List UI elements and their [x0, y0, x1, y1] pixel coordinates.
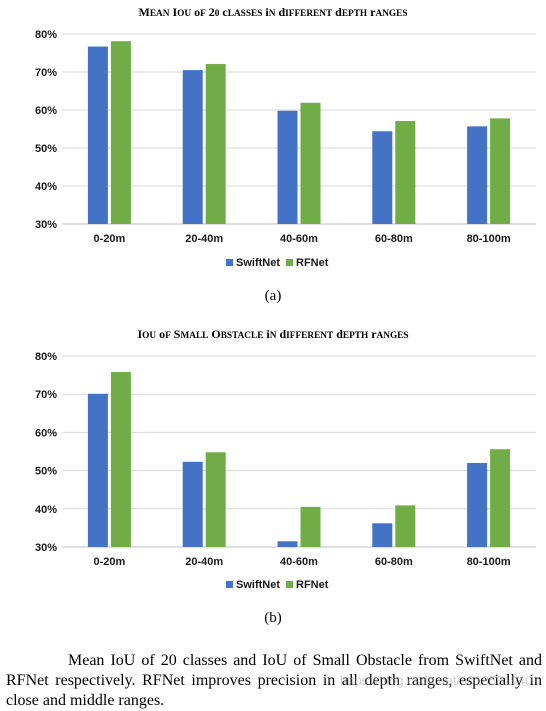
legend-swatch-swiftnet — [226, 259, 233, 266]
y-tick-label: 80% — [35, 351, 57, 363]
bar-rfnet-40-60m — [300, 506, 321, 547]
chart-title: IOU oF SMALL OBSTACLE iN dIFFERENT dEPTH… — [137, 327, 408, 341]
bar-rfnet-40-60m — [300, 102, 321, 224]
bar-swiftnet-40-60m — [277, 541, 298, 547]
title-word-0-rest: OU — [142, 331, 156, 341]
x-tick-label: 80-100m — [467, 233, 511, 245]
bar-swiftnet-60-80m — [372, 131, 393, 224]
x-tick-label: 60-80m — [375, 233, 413, 245]
title-word-4-rest: LASSES — [228, 9, 263, 19]
title-word-7: r — [368, 327, 377, 341]
x-tick-label: 0-20m — [94, 233, 126, 245]
title-word-0: M — [138, 5, 149, 19]
title-word-1: o — [156, 327, 165, 341]
chart-title: MEAN IOU oF 20 cLASSES iN dIFFERENT dEPT… — [138, 5, 407, 19]
y-tick-label: 70% — [35, 389, 57, 401]
title-word-6: d — [333, 327, 343, 341]
bar-rfnet-80-100m — [490, 118, 511, 224]
y-tick-label: 30% — [35, 219, 57, 231]
legend-swatch-swiftnet — [226, 581, 233, 588]
watermark: https://blog.csdn.net/u013531940 — [340, 673, 533, 688]
y-tick-label: 40% — [35, 181, 57, 193]
bar-rfnet-60-80m — [395, 121, 416, 224]
x-tick-label: 20-40m — [185, 556, 223, 568]
title-word-0-rest: EAN — [150, 9, 170, 19]
title-word-3-rest: 0 — [215, 9, 220, 19]
y-tick-label: 70% — [35, 67, 57, 79]
title-word-3-rest: BSTACLE — [221, 331, 264, 341]
legend-label-swiftnet: SwiftNet — [236, 257, 280, 269]
y-tick-label: 80% — [35, 29, 57, 41]
title-word-3: 2 — [206, 5, 215, 19]
title-word-4: i — [263, 327, 270, 341]
title-word-1-rest: OU — [177, 9, 191, 19]
x-tick-label: 60-80m — [375, 556, 413, 568]
title-word-7-rest: ANGES — [377, 331, 409, 341]
bar-rfnet-0-20m — [110, 41, 131, 224]
bar-swiftnet-0-20m — [87, 46, 108, 224]
y-tick-label: 50% — [35, 143, 57, 155]
title-word-1: I — [169, 5, 177, 19]
title-word-8-rest: ANGES — [375, 9, 407, 19]
legend-label-rfnet: RFNet — [296, 579, 329, 591]
bar-rfnet-0-20m — [110, 372, 131, 547]
subfigure-label-a: (a) — [264, 288, 282, 304]
y-tick-label: 50% — [35, 466, 57, 478]
title-word-6-rest: IFFERENT — [285, 9, 333, 19]
title-word-2: S — [171, 327, 181, 341]
x-tick-label: 0-20m — [94, 556, 126, 568]
legend-swatch-rfnet — [286, 259, 293, 266]
title-word-5: i — [262, 5, 269, 19]
title-word-0: I — [137, 327, 142, 341]
y-tick-label: 40% — [35, 504, 57, 516]
title-word-4: c — [219, 5, 228, 19]
legend-label-swiftnet: SwiftNet — [236, 579, 280, 591]
y-tick-label: 60% — [35, 427, 57, 439]
title-word-6-rest: EPTH — [343, 331, 369, 341]
bar-rfnet-20-40m — [205, 64, 226, 225]
x-tick-label: 40-60m — [280, 233, 318, 245]
bar-swiftnet-20-40m — [182, 461, 203, 547]
y-tick-label: 30% — [35, 542, 57, 554]
legend-swatch-rfnet — [286, 581, 293, 588]
x-tick-label: 40-60m — [280, 556, 318, 568]
title-word-4-rest: N — [270, 331, 277, 341]
bar-swiftnet-40-60m — [277, 110, 298, 224]
chart-mean-iou: MEAN IOU oF 20 cLASSES iN dIFFERENT dEPT… — [0, 0, 546, 320]
legend-label-rfnet: RFNet — [296, 257, 329, 269]
x-tick-label: 20-40m — [185, 233, 223, 245]
x-tick-label: 80-100m — [467, 556, 511, 568]
bar-swiftnet-60-80m — [372, 523, 393, 547]
chart-mean-iou-svg: MEAN IOU oF 20 cLASSES iN dIFFERENT dEPT… — [35, 5, 536, 269]
title-word-2-rest: F — [200, 9, 206, 19]
title-word-6: d — [275, 5, 285, 19]
bar-rfnet-60-80m — [395, 505, 416, 547]
figure-caption: Mean IoU of 20 classes and IoU of Small … — [6, 651, 542, 711]
title-word-2: o — [191, 5, 200, 19]
bar-rfnet-80-100m — [490, 449, 511, 547]
bar-swiftnet-0-20m — [87, 393, 108, 547]
bar-swiftnet-80-100m — [467, 126, 488, 224]
title-word-3: O — [208, 327, 220, 341]
title-word-7-rest: EPTH — [342, 9, 368, 19]
bar-swiftnet-80-100m — [467, 462, 488, 547]
chart-small-obstacle-iou: IOU oF SMALL OBSTACLE iN dIFFERENT dEPTH… — [0, 320, 546, 620]
bar-rfnet-20-40m — [205, 452, 226, 547]
title-word-5: d — [276, 327, 286, 341]
bar-swiftnet-20-40m — [182, 70, 203, 224]
title-word-1-rest: F — [165, 331, 171, 341]
title-word-5-rest: N — [269, 9, 276, 19]
subfigure-label-b: (b) — [264, 610, 282, 626]
title-word-8: r — [367, 5, 376, 19]
y-tick-label: 60% — [35, 105, 57, 117]
title-word-5-rest: IFFERENT — [286, 331, 334, 341]
figure-caption-text: Mean IoU of 20 classes and IoU of Small … — [6, 652, 542, 709]
title-word-2-rest: MALL — [180, 331, 208, 341]
chart-small-obstacle-iou-svg: IOU oF SMALL OBSTACLE iN dIFFERENT dEPTH… — [35, 327, 536, 591]
title-word-7: d — [332, 5, 342, 19]
